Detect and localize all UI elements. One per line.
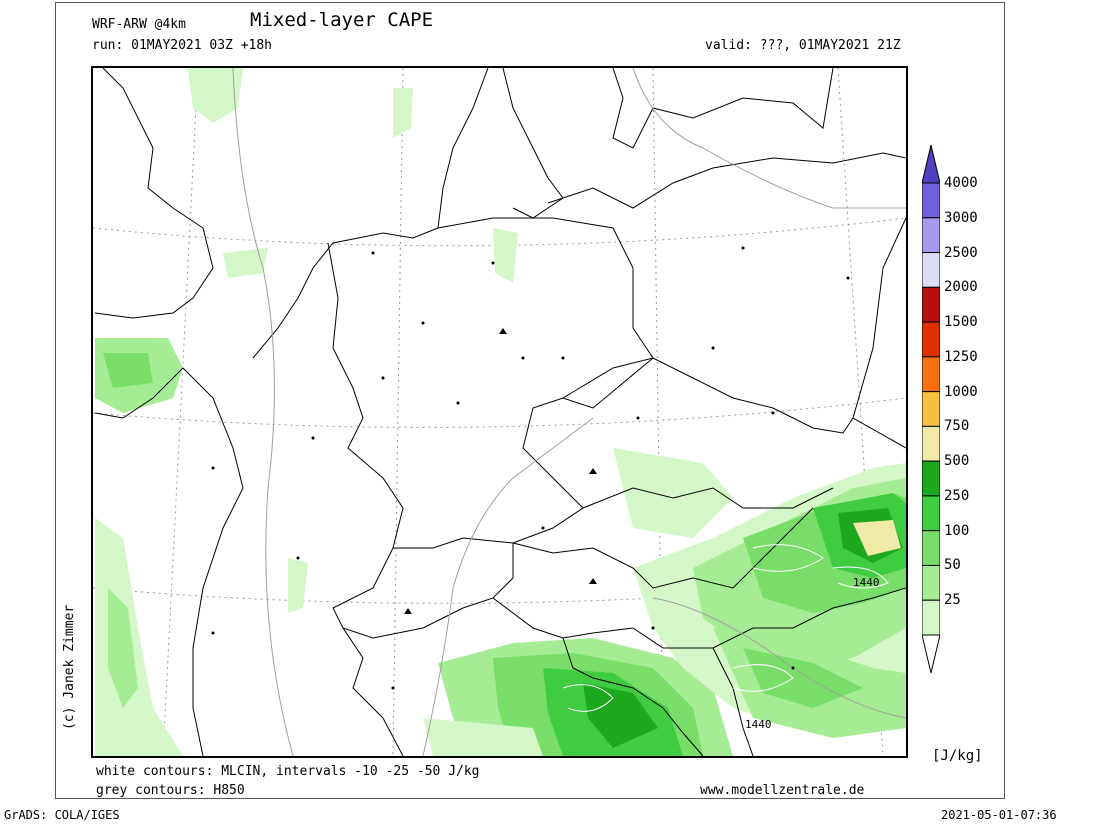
map-title: Mixed-layer CAPE <box>250 9 434 31</box>
legend-label-250: 250 <box>944 487 970 504</box>
copyright-label: (c) Janek Zimmer <box>62 604 77 730</box>
legend-label-4000: 4000 <box>944 175 978 191</box>
timestamp-label: 2021-05-01-07:36 <box>941 808 1057 822</box>
legend-label-2000: 2000 <box>944 279 978 296</box>
legend-label-750: 750 <box>944 418 970 435</box>
run-label: run: 01MAY2021 03Z +18h <box>92 38 273 53</box>
borders <box>94 68 906 756</box>
legend-swatch-250 <box>922 495 940 532</box>
map-svg <box>93 68 906 756</box>
legend-label-100: 100 <box>944 522 970 539</box>
grads-label: GrADS: COLA/IGES <box>4 808 120 822</box>
website-label: www.modellzentrale.de <box>700 783 865 798</box>
legend-swatch-4000 <box>922 182 940 219</box>
footer-h850-note: grey contours: H850 <box>96 783 245 798</box>
city-markers <box>211 246 850 690</box>
model-label: WRF-ARW @4km <box>92 17 186 32</box>
legend-swatch-500 <box>922 460 940 497</box>
figure-frame <box>55 2 1005 799</box>
legend-swatch-1250 <box>922 356 940 393</box>
legend-swatch-100 <box>922 530 940 566</box>
legend-swatch-2000 <box>922 286 940 323</box>
h850-contours <box>232 68 906 756</box>
legend-swatch-2500 <box>922 252 940 288</box>
valid-label: valid: ???, 01MAY2021 21Z <box>705 38 901 53</box>
legend-label-50: 50 <box>944 557 961 574</box>
contour-label-1: 1440 <box>853 576 880 589</box>
legend-label-25: 25 <box>944 592 961 609</box>
legend-swatch-750 <box>922 425 940 462</box>
legend-unit: [J/kg] <box>932 748 983 764</box>
legend-label-1500: 1500 <box>944 314 978 331</box>
footer-mlcin-note: white contours: MLCIN, intervals -10 -25… <box>96 764 480 779</box>
cape-map: 1440 1440 <box>91 66 908 758</box>
legend-top-arrow <box>922 145 940 184</box>
legend-label-500: 500 <box>944 453 970 470</box>
legend-label-3000: 3000 <box>944 209 978 226</box>
legend-swatch-50 <box>922 564 940 601</box>
legend-label-1000: 1000 <box>944 383 978 400</box>
legend-label-1250: 1250 <box>944 348 978 365</box>
legend-colorbar <box>922 145 940 673</box>
cape-fields <box>95 68 906 756</box>
legend-label-2500: 2500 <box>944 244 978 261</box>
legend-swatch-3000 <box>922 217 940 254</box>
legend-swatch-1500 <box>922 321 940 358</box>
legend-bottom-arrow <box>922 634 940 673</box>
legend-swatch-1000 <box>922 391 940 427</box>
mlcin-contours <box>562 544 889 712</box>
contour-label-2: 1440 <box>745 718 772 731</box>
legend-swatch-25 <box>922 599 940 636</box>
